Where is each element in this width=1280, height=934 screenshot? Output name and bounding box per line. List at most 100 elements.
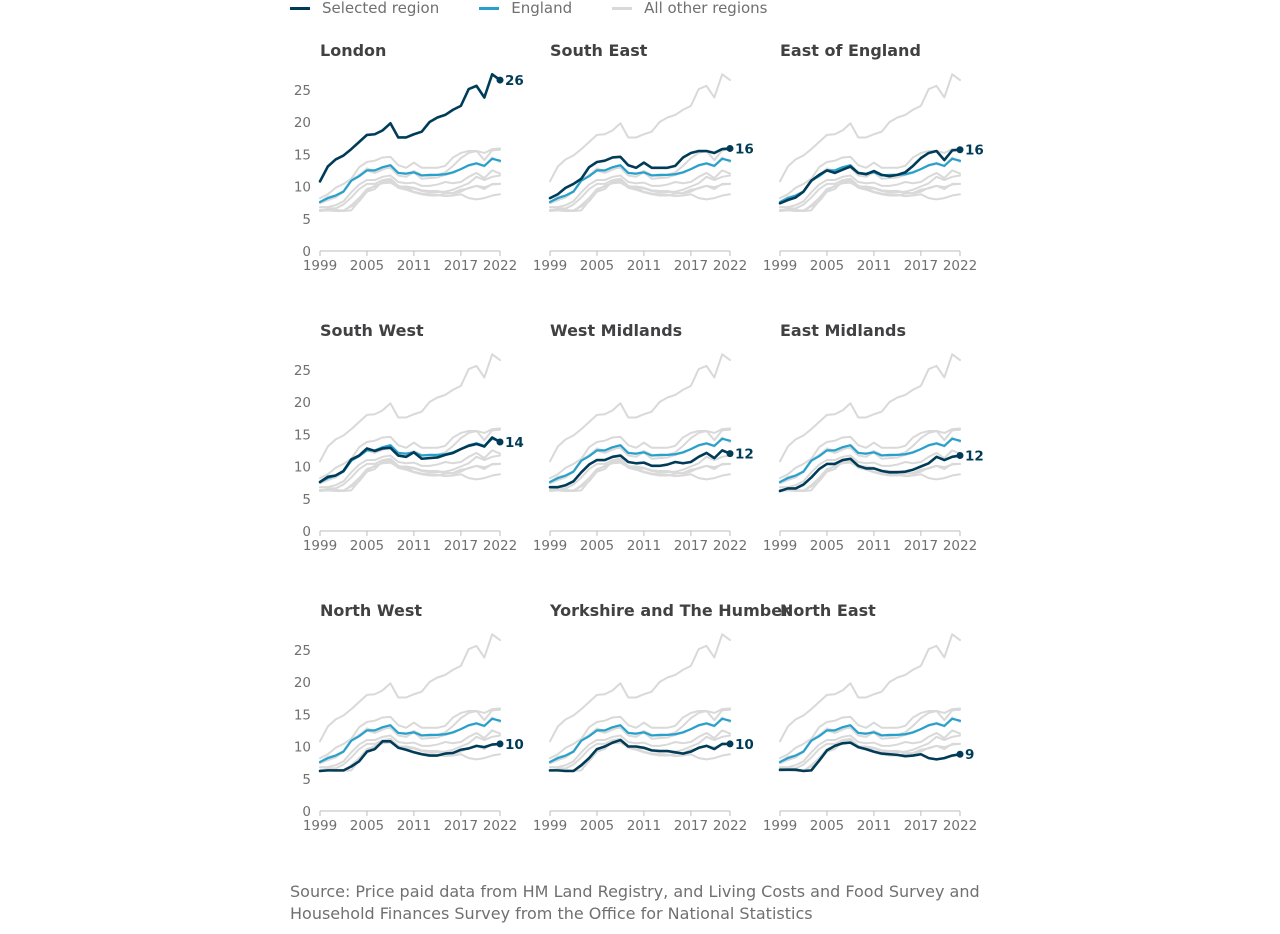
series-line-england	[778, 717, 962, 764]
series-line-other-west-midlands	[779, 449, 961, 489]
x-tick-label: 1999	[533, 818, 567, 834]
x-tick-label: 1999	[533, 538, 567, 554]
x-tick-label: 2011	[627, 258, 661, 274]
legend-swatch-other-regions	[612, 6, 633, 10]
end-value-label: 12	[965, 449, 984, 465]
panel-title: East Midlands	[780, 321, 906, 340]
end-value-label: 12	[735, 447, 754, 463]
panel-title: North East	[780, 601, 876, 620]
y-tick-label: 25	[294, 363, 311, 379]
x-tick-label: 2022	[943, 818, 977, 834]
x-tick-label: 2022	[943, 538, 977, 554]
end-point-marker	[726, 740, 734, 748]
series-line-other-east-of-england	[779, 708, 961, 765]
legend-label-other-regions: All other regions	[644, 0, 768, 17]
x-tick-label: 2011	[857, 538, 891, 554]
x-tick-label: 2011	[627, 538, 661, 554]
x-tick-label: 2022	[483, 258, 517, 274]
series-line-other-east-midlands	[779, 174, 961, 213]
x-tick-label: 2005	[810, 538, 844, 554]
legend-swatch-england	[479, 6, 500, 10]
series-line-other-west-midlands	[319, 449, 501, 489]
panel-title: East of England	[780, 41, 921, 60]
series-line-other-east-of-england	[549, 428, 731, 485]
x-tick-label: 2011	[397, 818, 431, 834]
x-tick-label: 2022	[713, 818, 747, 834]
series-line-other-east-midlands	[319, 734, 501, 773]
legend-item-england[interactable]: England	[479, 0, 572, 17]
y-tick-label: 0	[302, 524, 311, 540]
x-tick-label: 2017	[674, 818, 708, 834]
legend-label-england: England	[511, 0, 573, 17]
y-tick-label: 25	[294, 643, 311, 659]
series-line-other-london	[549, 73, 731, 183]
series-line-other-west-midlands	[549, 169, 731, 209]
x-tick-label: 1999	[303, 258, 337, 274]
series-line-other-london	[319, 633, 501, 743]
y-tick-label: 15	[294, 147, 311, 163]
end-point-marker	[496, 438, 504, 446]
series-line-other-west-midlands	[319, 169, 501, 209]
y-tick-label: 10	[294, 180, 311, 196]
x-tick-label: 2017	[904, 538, 938, 554]
end-point-marker	[726, 450, 734, 458]
series-line-other-east-midlands	[549, 174, 731, 213]
end-point-marker	[496, 76, 504, 84]
series-line-england	[548, 437, 732, 484]
series-line-england	[318, 717, 502, 764]
x-tick-label: 2005	[350, 258, 384, 274]
series-line-other-london	[779, 633, 961, 743]
x-tick-label: 2022	[713, 258, 747, 274]
series-line-selected-east-of-england	[778, 148, 962, 205]
series-line-other-yorkshire-and-the-humber	[549, 459, 731, 493]
x-tick-label: 2005	[350, 818, 384, 834]
y-tick-label: 5	[302, 212, 311, 228]
x-tick-label: 2005	[580, 818, 614, 834]
panel-south-west: South West 0 5 10 15 20 25 1999 2005 2011 2017 2022…	[294, 321, 524, 554]
panel-yorkshire-and-the-humber: Yorkshire and The Humber 1999 2005 2011 2017…	[533, 601, 790, 834]
legend: Selected region England All other region…	[290, 0, 808, 20]
x-tick-label: 1999	[303, 538, 337, 554]
y-tick-label: 10	[294, 740, 311, 756]
series-line-other-east-of-england	[319, 148, 501, 205]
y-tick-label: 20	[294, 675, 311, 691]
y-tick-label: 5	[302, 492, 311, 508]
series-line-england	[778, 437, 962, 484]
legend-item-selected-region[interactable]: Selected region	[290, 0, 439, 17]
panel-title: North West	[320, 601, 422, 620]
series-line-selected-london	[318, 72, 502, 183]
panel-west-midlands: West Midlands 1999 2005 2011 2017 2022 12	[533, 321, 754, 554]
series-line-other-north-east	[779, 181, 961, 213]
x-tick-label: 2017	[444, 258, 478, 274]
panel-london: London 0 5 10 15 20 25 1999 2005 2011 2017 2022 26	[294, 41, 524, 274]
series-line-other-london	[779, 73, 961, 183]
series-line-other-yorkshire-and-the-humber	[779, 179, 961, 213]
series-line-other-west-midlands	[779, 729, 961, 769]
x-tick-label: 2011	[627, 818, 661, 834]
legend-item-other-regions[interactable]: All other regions	[612, 0, 768, 17]
y-tick-label: 20	[294, 115, 311, 131]
series-line-other-north-east	[549, 741, 731, 773]
x-tick-label: 1999	[533, 258, 567, 274]
series-line-selected-south-east	[548, 147, 732, 200]
series-line-other-north-east	[779, 461, 961, 493]
series-line-other-yorkshire-and-the-humber	[549, 179, 731, 213]
y-tick-label: 10	[294, 460, 311, 476]
x-tick-label: 2017	[444, 538, 478, 554]
series-line-england	[548, 157, 732, 204]
series-line-other-yorkshire-and-the-humber	[319, 179, 501, 213]
series-line-other-east-midlands	[779, 734, 961, 773]
x-tick-label: 2005	[350, 538, 384, 554]
series-line-other-london	[549, 633, 731, 743]
end-value-label: 16	[965, 143, 984, 159]
legend-label-selected-region: Selected region	[322, 0, 440, 17]
x-tick-label: 2022	[943, 258, 977, 274]
x-tick-label: 1999	[763, 258, 797, 274]
panel-east-of-england: East of England 1999 2005 2011 2017 2022 16	[763, 41, 984, 274]
series-line-other-east-midlands	[319, 454, 501, 493]
x-tick-label: 1999	[763, 538, 797, 554]
y-tick-label: 0	[302, 244, 311, 260]
series-line-other-west-midlands	[779, 169, 961, 209]
series-line-selected-east-midlands	[778, 454, 962, 493]
x-tick-label: 2017	[904, 818, 938, 834]
